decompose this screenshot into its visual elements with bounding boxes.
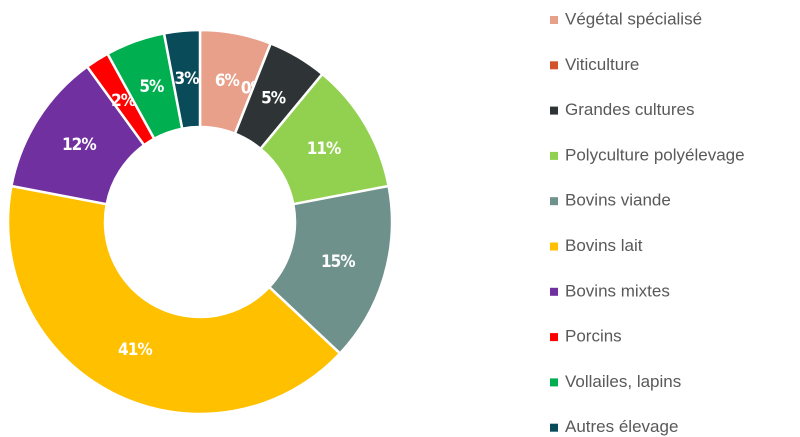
legend-swatch	[550, 197, 558, 206]
data-label: 3%	[175, 69, 200, 89]
donut-segment	[6, 184, 342, 416]
data-label: 12%	[62, 135, 96, 155]
legend-label: Polyculture polyélevage	[565, 145, 745, 164]
legend-swatch	[550, 378, 558, 387]
data-label: 41%	[118, 340, 152, 360]
donut-segment	[162, 28, 202, 131]
data-label: 6%	[215, 71, 240, 91]
legend-label: Viticulture	[565, 55, 639, 74]
legend-label: Grandes cultures	[565, 100, 694, 119]
legend-label: Bovins lait	[565, 236, 643, 255]
legend-swatch	[550, 287, 558, 296]
legend-label: Végétal spécialisé	[565, 9, 702, 28]
legend-label: Bovins mixtes	[565, 281, 670, 300]
legend-swatch	[550, 151, 558, 160]
legend-swatch	[550, 423, 558, 432]
legend-label: Bovins viande	[565, 191, 671, 210]
legend-label: Autres élevage	[565, 417, 678, 436]
legend-swatch	[550, 61, 558, 70]
legend-swatch	[550, 333, 558, 342]
data-label: 5%	[139, 77, 164, 97]
legend-label: Vollailes, lapins	[565, 372, 681, 391]
legend-swatch	[550, 106, 558, 115]
data-label: 15%	[321, 252, 355, 272]
data-label: 5%	[261, 88, 286, 108]
legend-label: Porcins	[565, 327, 622, 346]
legend-swatch	[550, 16, 558, 24]
legend-swatch	[550, 242, 558, 251]
data-label: 11%	[307, 139, 341, 159]
